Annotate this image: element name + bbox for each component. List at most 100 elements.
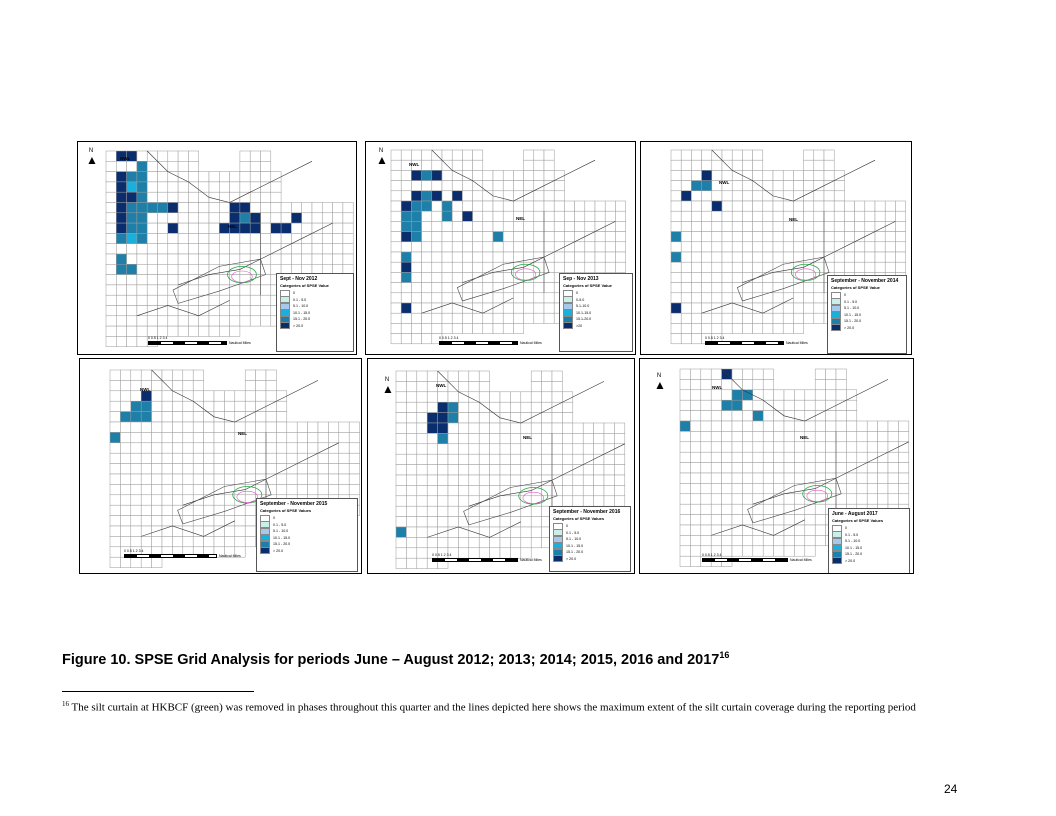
grid-cell <box>877 493 889 505</box>
grid-cell <box>431 200 443 212</box>
grid-cell <box>151 390 163 402</box>
grid-cell <box>130 494 142 506</box>
grid-cell <box>219 181 230 193</box>
grid-cell <box>584 221 596 232</box>
grid-cell <box>690 472 702 484</box>
grid-cell <box>161 452 173 464</box>
spse-cell-filled <box>437 422 449 434</box>
grid-cell <box>338 473 350 485</box>
grid-cell <box>441 251 453 263</box>
spse-cell-filled <box>116 253 127 265</box>
grid-cell <box>431 180 443 192</box>
grid-cell <box>679 451 691 463</box>
grid-cell <box>752 190 764 202</box>
footnote-ref: 16 <box>62 700 69 708</box>
grid-cell <box>690 514 702 526</box>
grid-cell <box>255 463 267 475</box>
grid-cell <box>301 243 313 255</box>
legend-label: 0 <box>566 524 568 529</box>
grid-cell <box>731 200 743 212</box>
grid-cell <box>390 292 402 304</box>
grid-cell <box>543 261 555 273</box>
silt-curtain <box>510 263 541 281</box>
grid-cell <box>551 391 563 403</box>
grid-cell <box>395 485 407 497</box>
grid-cell <box>219 305 230 317</box>
grid-cell <box>472 231 484 243</box>
north-arrow-icon: N ▲ <box>376 148 388 166</box>
grid-cell <box>411 323 422 334</box>
grid-cell <box>177 202 189 214</box>
grid-cell <box>833 170 845 181</box>
grid-cell <box>854 221 866 232</box>
grid-cell <box>234 525 246 537</box>
scale-ticks: 0 0.5 1 2 3 4 <box>432 553 452 557</box>
legend: September - November 2014 Categories of S… <box>827 275 907 354</box>
grid-cell <box>502 282 514 294</box>
grid-cell <box>400 312 412 324</box>
grid-cell <box>553 251 565 263</box>
spse-cell-filled <box>400 272 412 283</box>
grid-cell <box>794 451 806 463</box>
grid-cell <box>390 221 402 232</box>
grid-cell <box>172 484 184 496</box>
grid-cell <box>458 401 470 413</box>
grid-cell <box>198 315 210 327</box>
grid-cell <box>130 463 142 475</box>
scale-bar: 0 0.5 1 2 3 4 Nautical Miles <box>432 553 542 562</box>
grid-cell <box>762 368 774 380</box>
grid-cell <box>447 422 459 434</box>
grid-cell <box>234 390 246 402</box>
grid-cell <box>502 200 514 212</box>
grid-cell <box>551 370 563 382</box>
grid-cell <box>140 452 152 464</box>
grid-cell <box>130 421 142 433</box>
grid-cell <box>762 210 774 222</box>
grid-cell <box>887 420 899 432</box>
spse-cell-filled <box>116 222 127 234</box>
grid-cell <box>426 495 438 507</box>
grid-cell <box>513 282 524 294</box>
grid-cell <box>887 451 899 463</box>
grid-cell <box>478 453 490 465</box>
grid-cell <box>742 462 754 474</box>
grid-cell <box>177 325 189 337</box>
grid-cell <box>188 264 199 275</box>
legend-subtitle: Categories of SPSE Values <box>832 518 884 523</box>
grid-cell <box>492 190 504 202</box>
grid-cell <box>814 389 826 401</box>
spse-cell-filled <box>395 526 407 538</box>
grid-cell <box>895 200 906 212</box>
legend: June - August 2017 Categories of SPSE Val… <box>828 508 910 573</box>
grid-cell <box>731 483 743 495</box>
grid-cell <box>255 421 267 433</box>
grid-cell <box>105 325 117 337</box>
grid-cell <box>234 536 246 548</box>
grid-cell <box>172 452 184 464</box>
spse-cell-filled <box>116 233 127 244</box>
grid-cell <box>680 261 692 273</box>
airport-island <box>463 479 558 526</box>
grid-cell <box>411 292 422 304</box>
grid-cell <box>742 323 753 334</box>
grid-cell <box>328 484 340 496</box>
grid-cell <box>130 536 142 548</box>
grid-cell <box>691 210 702 222</box>
grid-cell <box>109 421 121 433</box>
grid-cell <box>731 149 743 161</box>
grid-cell <box>167 171 179 183</box>
silt-curtain <box>518 487 549 505</box>
grid-cell <box>804 441 816 453</box>
grid-cell <box>562 401 574 413</box>
grid-cell <box>690 441 702 453</box>
grid-cell <box>109 380 121 392</box>
grid-cell <box>541 381 553 393</box>
grid-cell <box>762 503 774 515</box>
grid-cell <box>291 222 302 234</box>
grid-cell <box>742 483 754 495</box>
grid-cell <box>224 390 236 402</box>
grid-cell <box>742 379 754 391</box>
grid-cell <box>752 221 764 232</box>
grid-cell <box>431 221 443 232</box>
silt-curtain <box>227 265 257 284</box>
